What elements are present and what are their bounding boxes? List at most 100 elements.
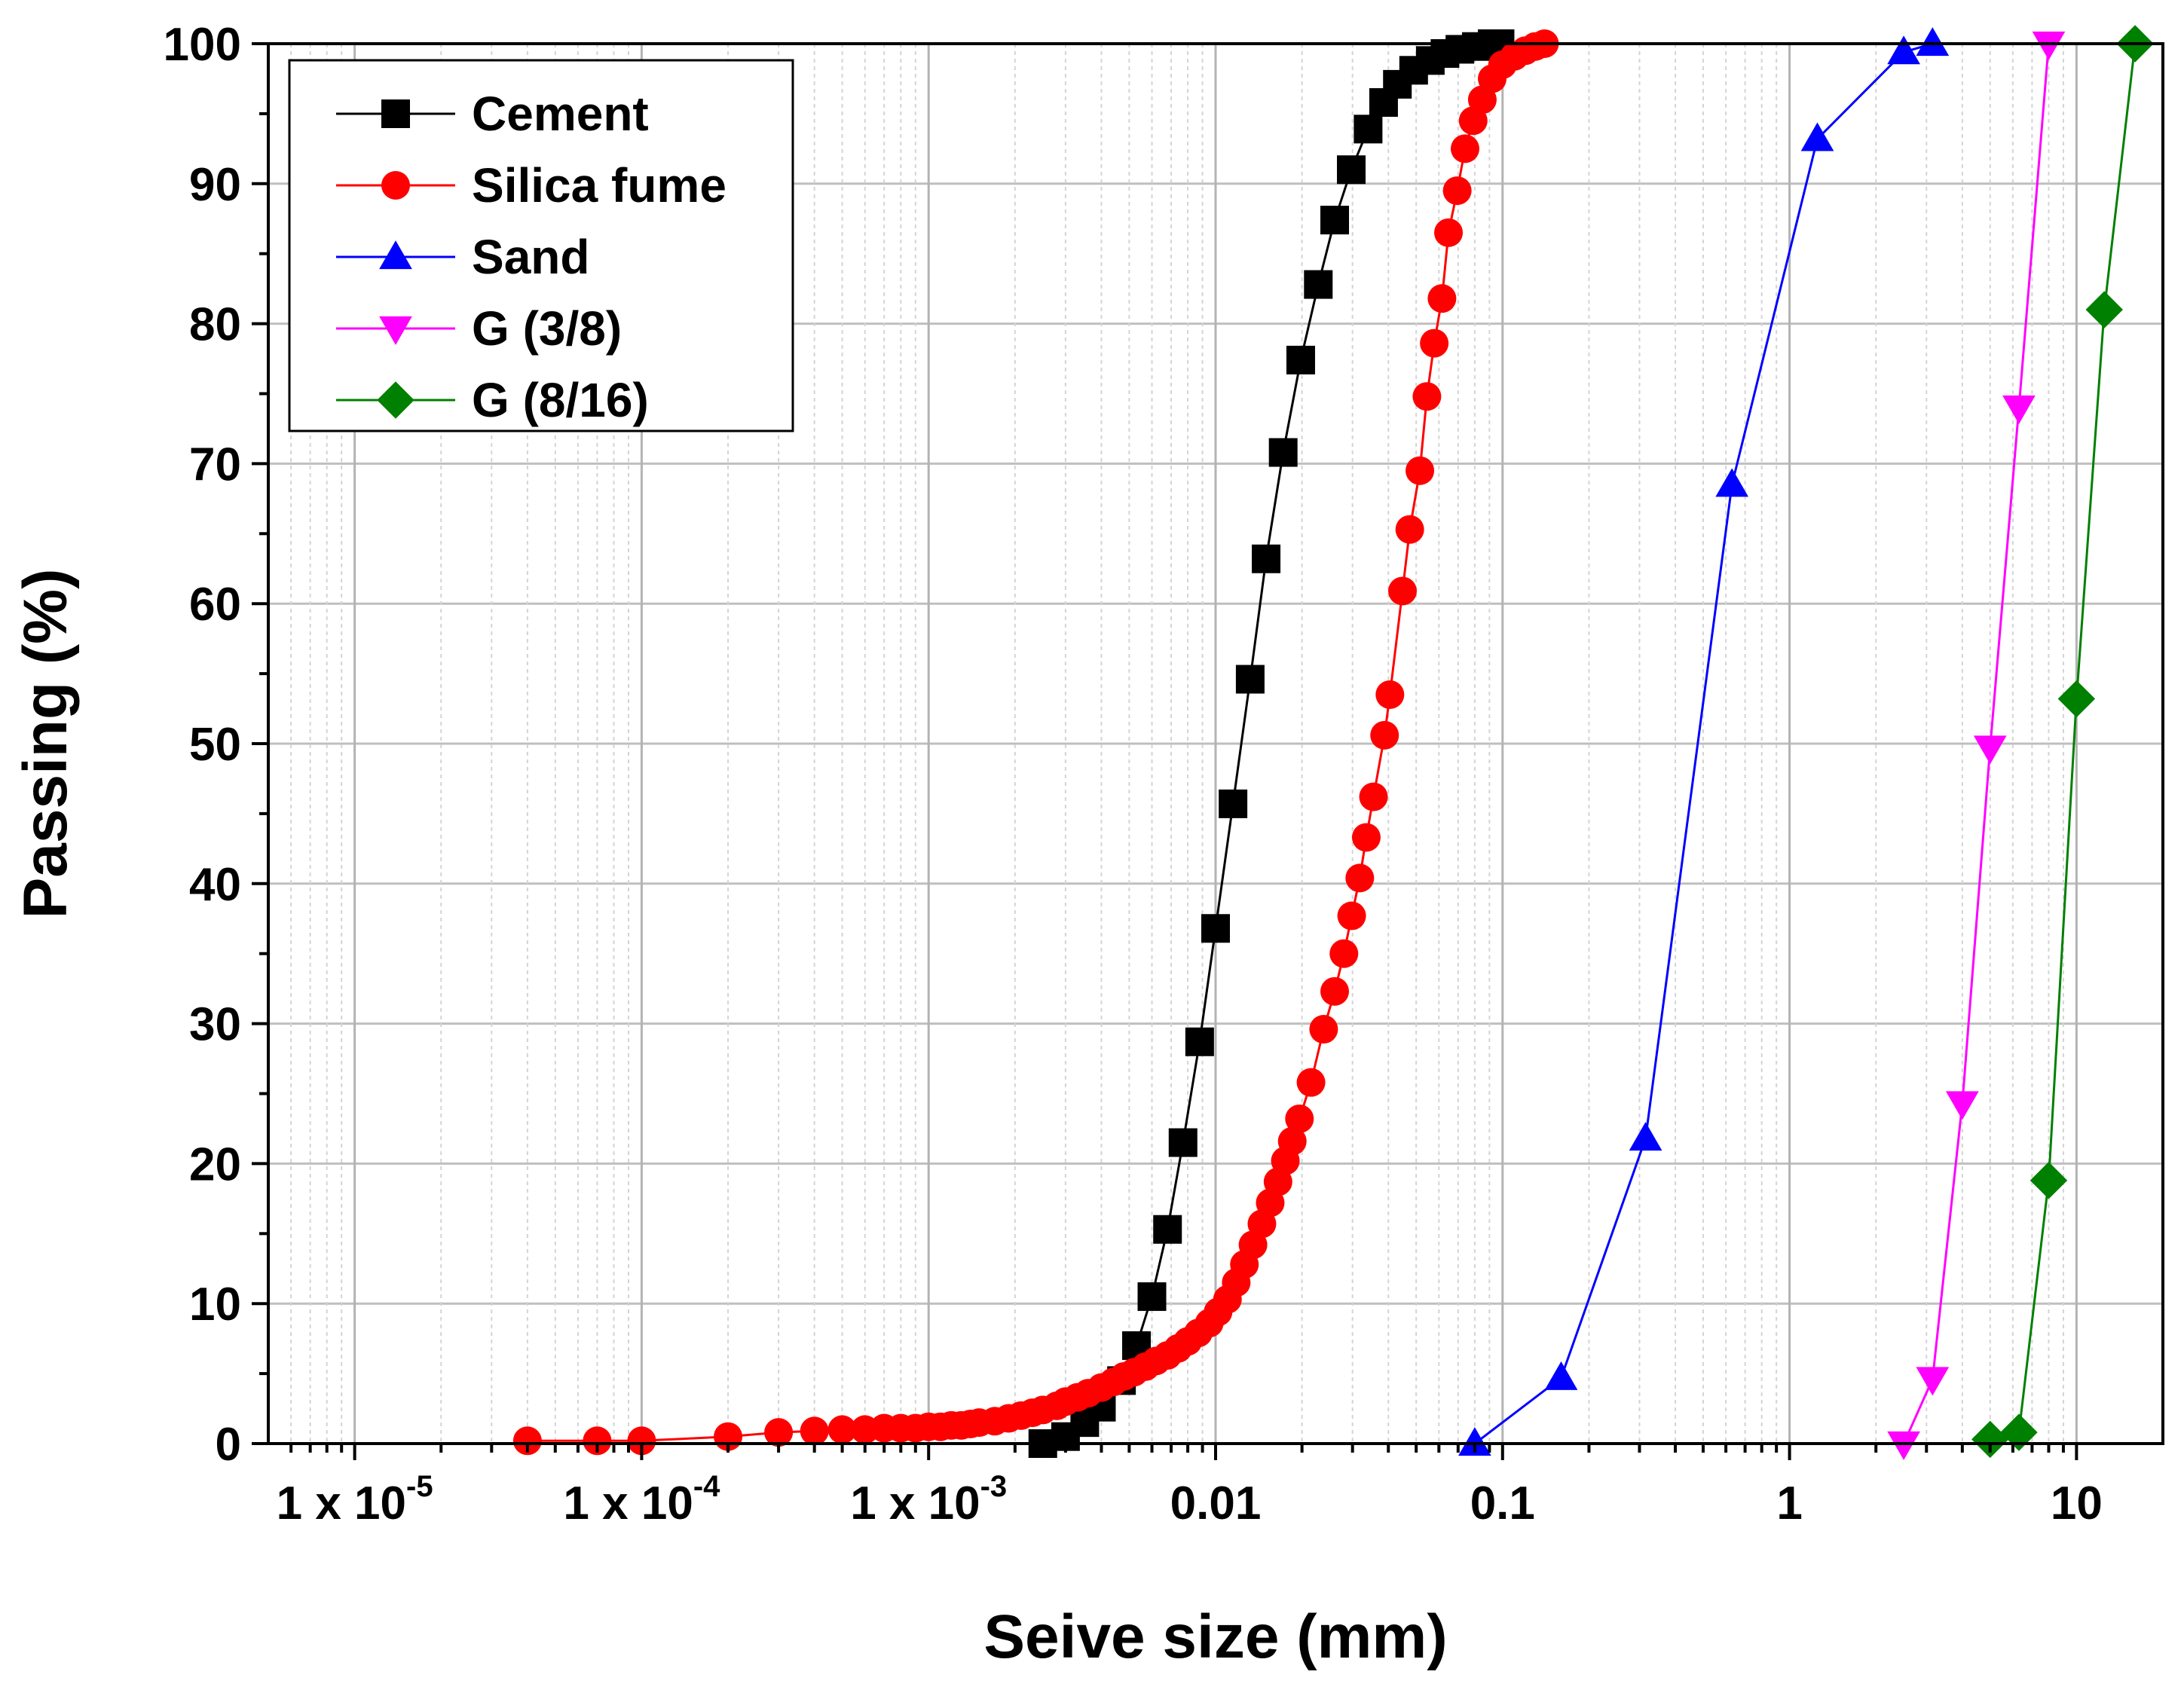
y-tick-label: 60: [189, 579, 241, 631]
x-tick-label: 1 x 10-3: [850, 1470, 1007, 1529]
data-point: [1945, 1091, 1979, 1120]
data-point: [1916, 27, 1950, 57]
data-point: [1395, 515, 1424, 544]
legend-label: G (3/8): [472, 301, 622, 356]
data-point: [1800, 122, 1834, 151]
legend-box: [288, 59, 794, 432]
legend-label: Cement: [472, 87, 649, 141]
data-point: [1450, 134, 1479, 163]
x-tick-label: 1: [1776, 1477, 1802, 1529]
data-point: [1320, 976, 1350, 1006]
x-tick-exponent: -3: [980, 1470, 1008, 1503]
legend-item: Silica fume: [336, 158, 726, 212]
axis-ticks: [252, 42, 2078, 1460]
data-point: [1153, 1215, 1182, 1244]
data-point: [1268, 438, 1298, 467]
x-tick-labels: 1 x 10-5 1 x 10-4 1 x 10-3 0.01 0.1 1 10: [277, 1470, 2103, 1529]
data-point: [1629, 1122, 1662, 1151]
data-point: [377, 381, 414, 419]
data-point: [1458, 1427, 1491, 1456]
data-point: [1168, 1128, 1198, 1157]
data-point: [1345, 863, 1375, 893]
data-point: [627, 1426, 656, 1456]
data-point: [1309, 1015, 1338, 1044]
legend-item: G (8/16): [336, 373, 649, 427]
data-point: [1351, 823, 1381, 852]
legend-label: G (8/16): [472, 373, 649, 427]
data-point: [1420, 328, 1449, 358]
legend: Cement Silica fume Sand G (3/8) G (8/16): [288, 59, 794, 432]
y-tick-label: 30: [189, 999, 241, 1051]
data-point: [2032, 31, 2066, 60]
data-point: [1304, 270, 1333, 299]
data-point: [827, 1415, 857, 1444]
data-point: [1427, 284, 1457, 313]
data-point: [1715, 468, 1749, 497]
series-line: [1902, 43, 2050, 1444]
y-tick-label: 0: [216, 1419, 241, 1471]
data-point: [1219, 789, 1248, 818]
x-tick-label: 10: [2051, 1477, 2103, 1529]
data-point: [1370, 720, 1399, 750]
data-point: [512, 1426, 542, 1456]
y-tick-label: 50: [189, 719, 241, 771]
y-tick-label: 70: [189, 439, 241, 490]
series-layer: [512, 25, 2154, 1460]
data-point: [583, 1426, 612, 1456]
x-tick-exponent: -4: [693, 1470, 720, 1503]
x-axis-title: Seive size (mm): [983, 1603, 1447, 1671]
x-tick-exponent: -5: [406, 1470, 433, 1503]
y-tick-label: 40: [189, 859, 241, 911]
data-point: [381, 171, 410, 200]
data-point: [1337, 901, 1366, 930]
y-axis-title: Passing (%): [11, 569, 80, 919]
series-sand: [1458, 27, 1950, 1456]
series-g-3-8: [1887, 31, 2066, 1460]
data-point: [1286, 345, 1315, 374]
x-tick-label: 1 x 10-4: [563, 1470, 720, 1529]
y-tick-label: 90: [189, 159, 241, 211]
data-point: [2057, 680, 2096, 718]
x-tick-label: 1 x 10-5: [277, 1470, 433, 1529]
legend-label: Sand: [472, 230, 589, 284]
legend-item: Sand: [336, 230, 589, 284]
data-point: [1359, 782, 1388, 811]
data-point: [381, 99, 410, 128]
data-point: [1277, 1126, 1307, 1156]
data-point: [1285, 1104, 1314, 1133]
data-point: [1201, 914, 1230, 943]
data-point: [1442, 176, 1472, 206]
data-point: [1185, 1027, 1214, 1056]
y-tick-label: 10: [189, 1279, 241, 1331]
data-point: [1137, 1282, 1167, 1311]
legend-label: Silica fume: [472, 158, 726, 212]
data-point: [1412, 382, 1442, 411]
data-point: [1544, 1361, 1578, 1390]
data-point: [1320, 206, 1350, 235]
data-point: [1406, 456, 1435, 485]
data-point: [1235, 665, 1265, 694]
x-tick-label: 0.1: [1470, 1477, 1535, 1529]
data-point: [2030, 1161, 2068, 1199]
x-tick-label: 0.01: [1170, 1477, 1262, 1529]
data-point: [1887, 35, 1920, 65]
y-tick-label: 20: [189, 1138, 241, 1190]
data-point: [764, 1418, 794, 1447]
data-point: [1329, 939, 1359, 968]
data-point: [1916, 1367, 1950, 1396]
data-point: [1337, 155, 1366, 185]
legend-item: Cement: [336, 87, 649, 141]
legend-item: G (3/8): [336, 301, 622, 356]
data-point: [1388, 576, 1418, 606]
data-point: [379, 240, 412, 270]
series-line: [1990, 43, 2137, 1441]
data-point: [1354, 115, 1383, 144]
data-point: [1375, 680, 1405, 709]
data-point: [1971, 1420, 2009, 1459]
y-tick-labels: 0 10 20 30 40 50 60 70 80 90 100: [164, 19, 241, 1471]
series-cement: [1028, 29, 1515, 1458]
data-point: [2002, 395, 2036, 424]
data-point: [1296, 1068, 1326, 1097]
data-point: [1887, 1431, 1920, 1460]
